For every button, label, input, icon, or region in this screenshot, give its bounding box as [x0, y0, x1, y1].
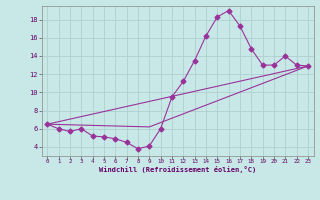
X-axis label: Windchill (Refroidissement éolien,°C): Windchill (Refroidissement éolien,°C) — [99, 166, 256, 173]
